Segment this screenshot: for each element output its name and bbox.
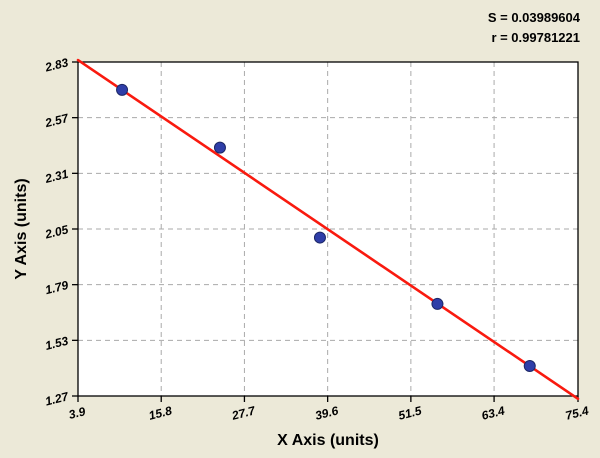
- x-tick-label: 27.7: [229, 403, 257, 423]
- x-tick-label: 75.4: [564, 403, 590, 422]
- y-tick-label: 1.27: [44, 389, 71, 409]
- fit-statistics: S = 0.03989604 r = 0.99781221: [488, 8, 580, 48]
- y-tick-label: 2.31: [43, 167, 70, 187]
- data-point: [431, 297, 444, 310]
- y-tick-label: 1.53: [44, 334, 70, 353]
- x-tick-label: 15.8: [147, 403, 173, 422]
- x-axis-title: X Axis (units): [277, 432, 379, 449]
- data-point: [313, 231, 326, 244]
- y-tick-label: 2.05: [43, 222, 70, 242]
- regression-line: [76, 58, 580, 401]
- r-value-label: r = 0.99781221: [491, 30, 580, 46]
- x-tick-label: 39.6: [314, 403, 340, 422]
- x-tick-label: 63.4: [480, 403, 506, 422]
- y-axis-title: Y Axis (units): [13, 178, 30, 279]
- s-value-label: S = 0.03989604: [487, 10, 580, 25]
- data-point: [523, 360, 536, 373]
- data-point: [116, 83, 129, 96]
- data-point: [213, 141, 226, 154]
- y-tick-label: 2.57: [43, 111, 71, 131]
- y-tick-label: 1.79: [44, 278, 70, 297]
- x-tick-label: 51.5: [397, 403, 423, 422]
- x-tick-label: 3.9: [67, 404, 87, 422]
- y-tick-label: 2.83: [43, 55, 70, 75]
